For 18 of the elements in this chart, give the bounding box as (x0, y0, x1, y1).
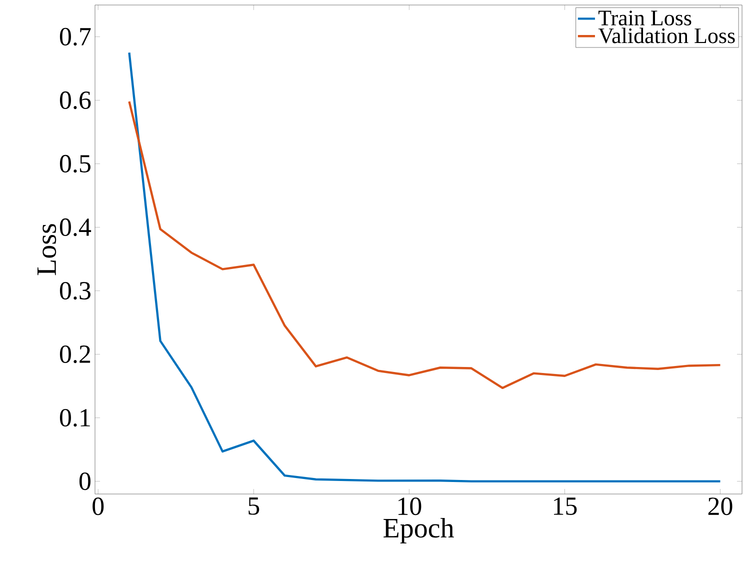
x-axis-title: Epoch (384, 518, 454, 544)
y-tick-label: 0.7 (60, 28, 91, 46)
y-tick-label: 0.6 (60, 91, 91, 110)
x-tick-label: 15 (554, 498, 577, 515)
legend-label: Validation Loss (598, 28, 735, 44)
y-axis-title: Loss (37, 224, 56, 276)
y-tick-label: 0.5 (60, 154, 90, 173)
y-tick-label: 0 (79, 472, 90, 490)
x-tick-label: 10 (398, 498, 422, 516)
y-tick-label: 0.3 (60, 282, 90, 300)
x-tick-label: 0 (92, 498, 104, 516)
y-tick-label: 0.2 (60, 345, 90, 364)
x-tick-label: 20 (708, 498, 732, 516)
y-tick-label: 0.4 (60, 218, 92, 236)
x-tick-label: 5 (248, 498, 260, 515)
y-tick-label: 0.1 (60, 408, 90, 427)
line-series (128, 100, 722, 390)
legend-label: Train Loss (598, 10, 692, 26)
